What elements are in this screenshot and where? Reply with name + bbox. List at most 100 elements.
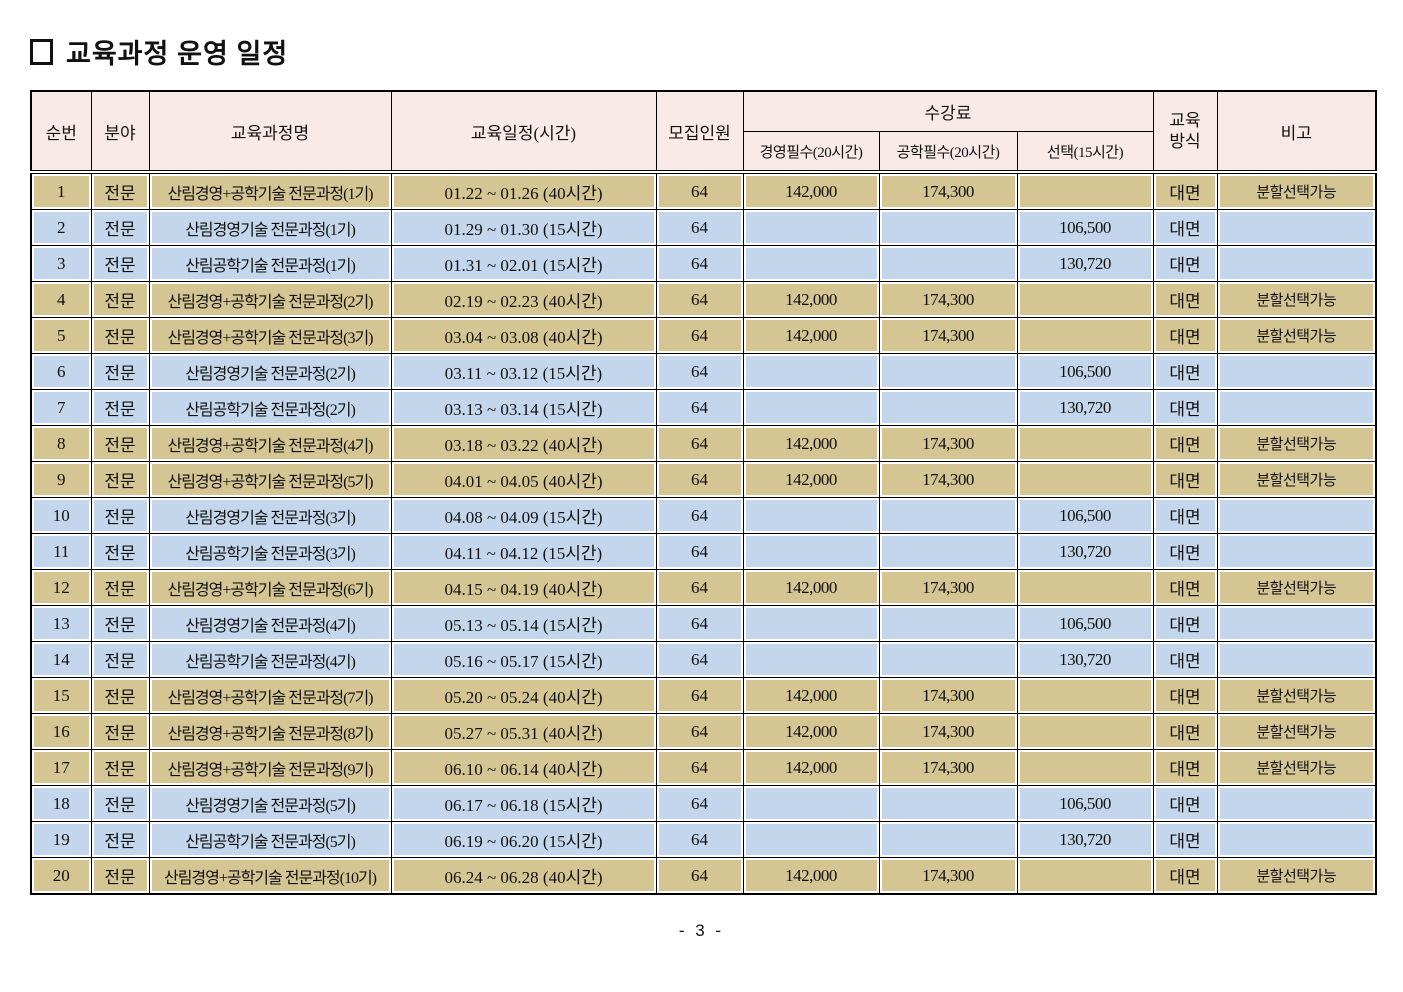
cell-schedule: 05.20 ~ 05.24 (40시간) (390, 677, 657, 714)
cell-course: 산림경영+공학기술 전문과정(5기) (148, 461, 392, 498)
cell-fee_mgmt: 142,000 (742, 281, 880, 318)
cell-fee_opt: 106,500 (1016, 785, 1154, 822)
cell-fee_mgmt (742, 497, 880, 534)
cell-field: 전문 (90, 605, 150, 642)
cell-capacity: 64 (655, 317, 744, 354)
cell-method: 대면 (1152, 209, 1218, 246)
cell-fee_opt (1016, 171, 1154, 210)
cell-fee_mgmt: 142,000 (742, 425, 880, 462)
cell-field: 전문 (90, 713, 150, 750)
cell-no: 1 (30, 171, 92, 210)
table-row: 18 전문 산림경영기술 전문과정(5기) 06.17 ~ 06.18 (15시간) 6… (30, 785, 1377, 822)
cell-capacity: 64 (655, 677, 744, 714)
header-capacity: 모집인원 (655, 90, 744, 173)
cell-fee_mgmt (742, 389, 880, 426)
cell-note: 분할선택가능 (1216, 677, 1377, 714)
cell-schedule: 03.13 ~ 03.14 (15시간) (390, 389, 657, 426)
cell-schedule: 06.10 ~ 06.14 (40시간) (390, 749, 657, 786)
cell-fee_eng: 174,300 (878, 317, 1018, 354)
cell-fee_opt (1016, 677, 1154, 714)
cell-note (1216, 353, 1377, 390)
cell-fee_mgmt: 142,000 (742, 713, 880, 750)
cell-no: 13 (30, 605, 92, 642)
cell-capacity: 64 (655, 245, 744, 282)
cell-no: 14 (30, 641, 92, 678)
cell-fee_opt (1016, 461, 1154, 498)
cell-schedule: 04.15 ~ 04.19 (40시간) (390, 569, 657, 606)
cell-method: 대면 (1152, 425, 1218, 462)
cell-note: 분할선택가능 (1216, 713, 1377, 750)
header-method: 교육 방식 (1152, 90, 1218, 173)
cell-note: 분할선택가능 (1216, 461, 1377, 498)
cell-fee_opt (1016, 569, 1154, 606)
header-course: 교육과정명 (148, 90, 392, 173)
cell-field: 전문 (90, 281, 150, 318)
header-note: 비고 (1216, 90, 1377, 173)
cell-fee_opt: 130,720 (1016, 821, 1154, 858)
cell-course: 산림공학기술 전문과정(3기) (148, 533, 392, 570)
cell-field: 전문 (90, 209, 150, 246)
cell-fee_eng (878, 605, 1018, 642)
cell-capacity: 64 (655, 497, 744, 534)
cell-course: 산림경영기술 전문과정(2기) (148, 353, 392, 390)
cell-fee_opt (1016, 857, 1154, 895)
cell-fee_opt: 106,500 (1016, 605, 1154, 642)
cell-course: 산림경영+공학기술 전문과정(2기) (148, 281, 392, 318)
table-row: 9 전문 산림경영+공학기술 전문과정(5기) 04.01 ~ 04.05 (40시간… (30, 461, 1377, 498)
cell-schedule: 01.29 ~ 01.30 (15시간) (390, 209, 657, 246)
cell-course: 산림경영+공학기술 전문과정(9기) (148, 749, 392, 786)
cell-note (1216, 389, 1377, 426)
cell-course: 산림경영+공학기술 전문과정(6기) (148, 569, 392, 606)
table-row: 16 전문 산림경영+공학기술 전문과정(8기) 05.27 ~ 05.31 (40시… (30, 713, 1377, 750)
cell-note (1216, 605, 1377, 642)
cell-course: 산림경영+공학기술 전문과정(10기) (148, 857, 392, 895)
cell-no: 9 (30, 461, 92, 498)
cell-capacity: 64 (655, 389, 744, 426)
cell-capacity: 64 (655, 857, 744, 895)
cell-no: 19 (30, 821, 92, 858)
cell-method: 대면 (1152, 461, 1218, 498)
cell-capacity: 64 (655, 605, 744, 642)
table-row: 4 전문 산림경영+공학기술 전문과정(2기) 02.19 ~ 02.23 (40시간… (30, 281, 1377, 318)
cell-fee_eng (878, 209, 1018, 246)
cell-fee_opt: 106,500 (1016, 353, 1154, 390)
cell-course: 산림공학기술 전문과정(4기) (148, 641, 392, 678)
cell-method: 대면 (1152, 785, 1218, 822)
cell-fee_eng (878, 245, 1018, 282)
cell-fee_opt: 130,720 (1016, 389, 1154, 426)
cell-capacity: 64 (655, 281, 744, 318)
cell-fee_opt: 106,500 (1016, 497, 1154, 534)
cell-fee_mgmt: 142,000 (742, 171, 880, 210)
cell-fee_eng (878, 641, 1018, 678)
cell-fee_opt (1016, 749, 1154, 786)
table-row: 1 전문 산림경영+공학기술 전문과정(1기) 01.22 ~ 01.26 (40시간… (30, 171, 1377, 210)
cell-no: 18 (30, 785, 92, 822)
cell-fee_eng (878, 785, 1018, 822)
cell-method: 대면 (1152, 245, 1218, 282)
header-fee-eng: 공학필수(20시간) (878, 131, 1018, 173)
cell-schedule: 05.13 ~ 05.14 (15시간) (390, 605, 657, 642)
cell-method: 대면 (1152, 317, 1218, 354)
cell-note (1216, 821, 1377, 858)
cell-fee_eng (878, 497, 1018, 534)
cell-schedule: 03.18 ~ 03.22 (40시간) (390, 425, 657, 462)
cell-no: 20 (30, 857, 92, 895)
cell-fee_eng (878, 389, 1018, 426)
cell-method: 대면 (1152, 713, 1218, 750)
cell-field: 전문 (90, 785, 150, 822)
cell-note (1216, 245, 1377, 282)
cell-course: 산림경영+공학기술 전문과정(3기) (148, 317, 392, 354)
cell-schedule: 02.19 ~ 02.23 (40시간) (390, 281, 657, 318)
cell-fee_mgmt: 142,000 (742, 857, 880, 895)
cell-fee_mgmt: 142,000 (742, 749, 880, 786)
cell-capacity: 64 (655, 353, 744, 390)
cell-field: 전문 (90, 497, 150, 534)
table-row: 3 전문 산림공학기술 전문과정(1기) 01.31 ~ 02.01 (15시간) 64… (30, 245, 1377, 282)
cell-course: 산림공학기술 전문과정(5기) (148, 821, 392, 858)
cell-fee_mgmt (742, 533, 880, 570)
cell-fee_eng: 174,300 (878, 569, 1018, 606)
cell-schedule: 01.31 ~ 02.01 (15시간) (390, 245, 657, 282)
cell-method: 대면 (1152, 641, 1218, 678)
cell-capacity: 64 (655, 209, 744, 246)
cell-fee_eng: 174,300 (878, 425, 1018, 462)
